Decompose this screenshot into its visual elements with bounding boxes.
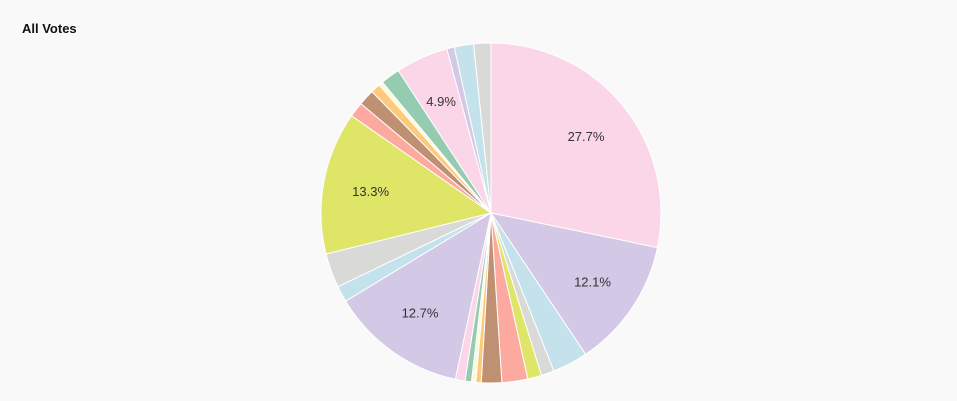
pie-slice-1	[490, 42, 662, 249]
data-label-2: 12.1%	[574, 274, 611, 289]
data-label-21: 4.9%	[426, 94, 456, 109]
pie-slice-2	[489, 212, 659, 355]
data-label-15: 13.3%	[352, 184, 389, 199]
pie-slice-24	[473, 42, 492, 214]
pie-slice-12	[344, 211, 492, 380]
pie-slices	[320, 42, 662, 384]
chart-title: All Votes	[22, 21, 77, 36]
pie-data-labels: 27.7% 12.1% 12.7% 13.3% 4.9%	[352, 94, 611, 321]
pie-slice-15	[320, 115, 493, 255]
data-label-1: 27.7%	[568, 129, 605, 144]
data-label-12: 12.7%	[402, 306, 439, 321]
